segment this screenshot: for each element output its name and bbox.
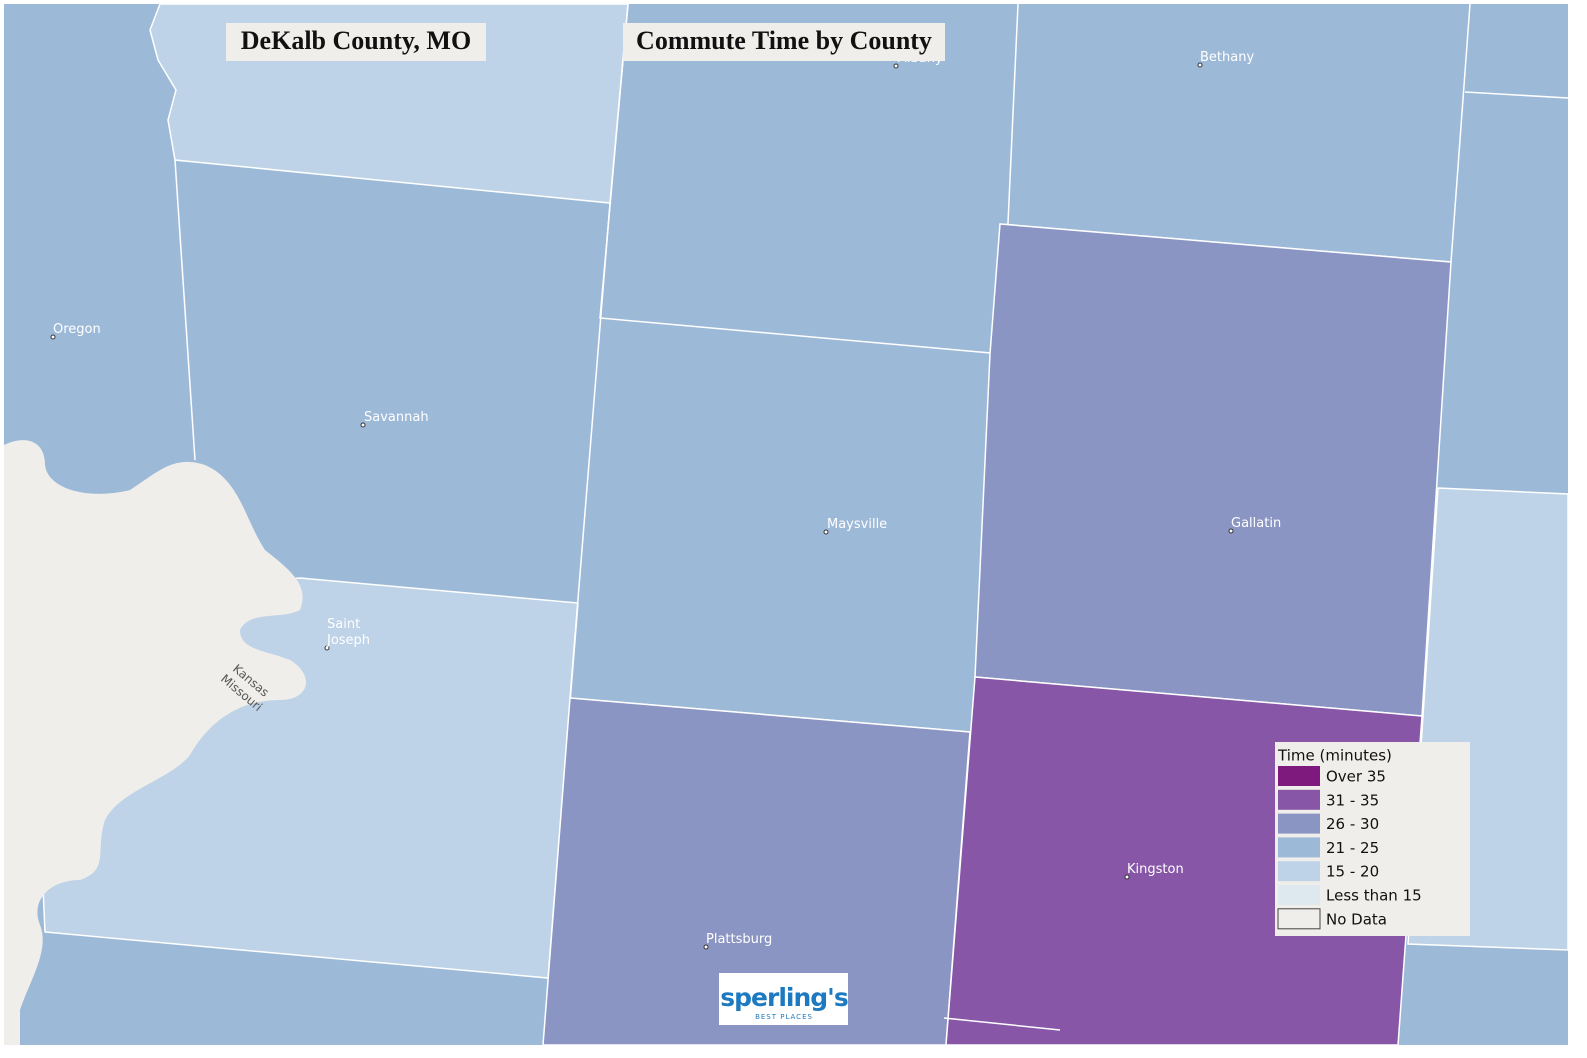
city-label: Oregon <box>53 322 101 337</box>
legend-title: Time (minutes) <box>1277 747 1392 765</box>
subtitle-box <box>623 23 945 61</box>
title-box <box>226 23 486 61</box>
city-dot <box>1124 874 1130 880</box>
city-label: Kingston <box>1127 862 1184 877</box>
legend: Time (minutes) Over 35 31 - 35 26 - 30 21 -… <box>1275 742 1470 936</box>
map-subtitle: Commute Time by County <box>636 26 932 55</box>
logo-name: sperling's <box>720 983 848 1012</box>
city-label: Saint Joseph <box>326 617 370 648</box>
legend-swatch <box>1278 861 1320 882</box>
legend-label: Over 35 <box>1326 768 1386 786</box>
legend-label: 31 - 35 <box>1326 791 1379 809</box>
city-dot <box>50 334 56 340</box>
city-label: Savannah <box>364 410 429 425</box>
legend-label: 21 - 25 <box>1326 839 1379 857</box>
city-dot <box>324 645 330 651</box>
legend-swatch <box>1278 789 1320 810</box>
map-title: DeKalb County, MO <box>241 26 471 55</box>
city-dot <box>360 422 366 428</box>
city-label: Plattsburg <box>706 932 772 947</box>
logo-box <box>719 973 848 1025</box>
legend-swatch <box>1278 837 1320 858</box>
city-dot <box>893 63 899 69</box>
places: Albany Bethany Oregon Savannah Maysville… <box>50 50 1281 950</box>
legend-label: 15 - 20 <box>1326 863 1379 881</box>
legend-swatch <box>1278 813 1320 834</box>
no-data-region <box>4 440 307 1045</box>
city-label: Gallatin <box>1231 516 1281 531</box>
legend-swatch <box>1277 908 1321 930</box>
city-label: Bethany <box>1200 50 1254 65</box>
legend-swatch <box>1278 766 1320 786</box>
border <box>174 159 196 461</box>
legend-swatch <box>1278 885 1320 905</box>
border <box>943 1017 1061 1031</box>
county <box>974 223 1452 717</box>
border <box>1464 91 1569 99</box>
city-dot <box>1228 528 1234 534</box>
logo-tagline: BEST PLACES <box>755 1013 813 1021</box>
legend-label: No Data <box>1326 910 1387 928</box>
city-label: Maysville <box>827 517 887 532</box>
legend-label: 26 - 30 <box>1326 815 1379 833</box>
city-dot <box>703 944 709 950</box>
border <box>599 3 1019 355</box>
legend-label: Less than 15 <box>1326 887 1422 905</box>
city-dot <box>1197 62 1203 68</box>
city-dot <box>823 529 829 535</box>
